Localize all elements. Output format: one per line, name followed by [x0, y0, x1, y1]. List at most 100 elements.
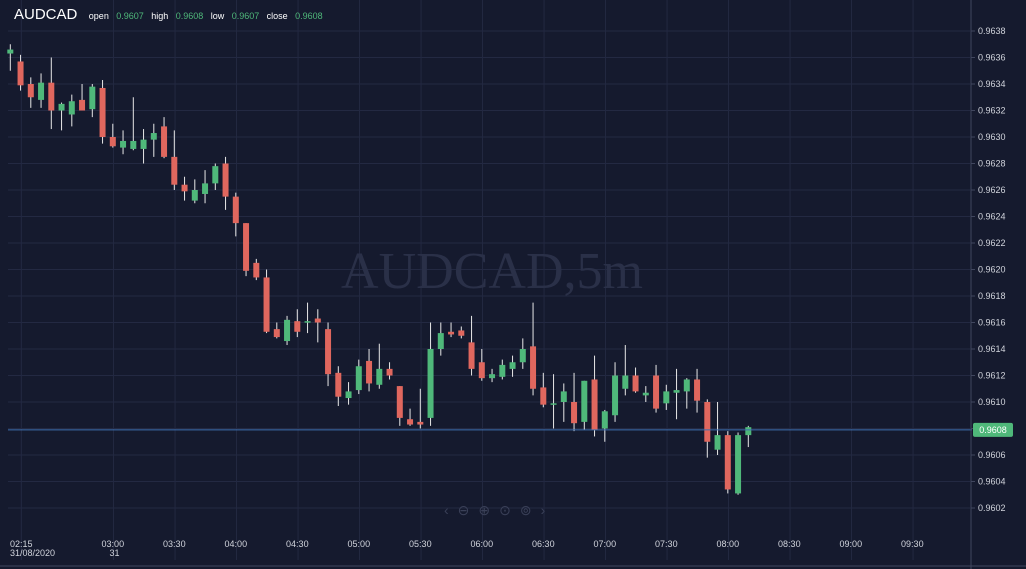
candle-body: [622, 375, 629, 389]
candle[interactable]: [622, 345, 629, 396]
y-tick-label: 0.9612: [978, 371, 1006, 381]
candle[interactable]: [530, 302, 537, 396]
candle[interactable]: [109, 123, 116, 148]
candle[interactable]: [263, 269, 270, 334]
chevron-right-icon[interactable]: ›: [540, 502, 546, 518]
candle-body: [591, 379, 598, 430]
candle[interactable]: [550, 374, 557, 429]
candle[interactable]: [386, 362, 393, 380]
candle[interactable]: [673, 368, 680, 420]
candle[interactable]: [253, 258, 260, 281]
candle[interactable]: [540, 372, 547, 408]
chart-navigation: ‹ ⊖ ⊕ ⊙ ⊚ ›: [444, 502, 545, 519]
candle[interactable]: [694, 368, 701, 413]
candle[interactable]: [345, 382, 352, 405]
candle[interactable]: [376, 343, 383, 389]
candle-body: [458, 330, 465, 336]
candle[interactable]: [140, 129, 147, 164]
candle[interactable]: [284, 315, 291, 346]
candle[interactable]: [335, 366, 342, 406]
candle[interactable]: [304, 302, 311, 334]
candle[interactable]: [366, 349, 373, 392]
candle[interactable]: [150, 123, 157, 157]
candle[interactable]: [17, 54, 24, 91]
candle-body: [509, 362, 516, 369]
candle[interactable]: [704, 399, 711, 458]
candle[interactable]: [181, 176, 188, 201]
candle[interactable]: [735, 432, 742, 495]
candle[interactable]: [489, 368, 496, 383]
candle[interactable]: [202, 170, 209, 204]
candle[interactable]: [642, 386, 649, 402]
zoom-reset-icon[interactable]: ⊙: [499, 502, 511, 518]
candle[interactable]: [417, 388, 424, 429]
zoom-fit-icon[interactable]: ⊚: [519, 502, 532, 518]
candle[interactable]: [171, 130, 178, 190]
candle[interactable]: [120, 130, 127, 155]
candle[interactable]: [79, 84, 86, 111]
x-tick-label: 05:00: [348, 539, 371, 549]
zoom-out-icon[interactable]: ⊖: [457, 502, 470, 518]
candle[interactable]: [314, 309, 321, 343]
candle[interactable]: [663, 384, 670, 410]
candle[interactable]: [232, 192, 239, 237]
candle[interactable]: [68, 94, 75, 127]
candle[interactable]: [612, 362, 619, 422]
candle-body: [304, 321, 311, 323]
candle[interactable]: [27, 77, 34, 108]
candle[interactable]: [38, 73, 45, 108]
candle[interactable]: [243, 223, 250, 277]
candle[interactable]: [99, 80, 106, 144]
candle[interactable]: [478, 349, 485, 381]
candle-body: [386, 368, 393, 376]
candle-body: [499, 364, 506, 377]
candle[interactable]: [458, 326, 465, 339]
candle-body: [99, 87, 106, 137]
candle[interactable]: [560, 383, 567, 422]
candle[interactable]: [499, 359, 506, 380]
candle[interactable]: [212, 163, 219, 191]
candle[interactable]: [519, 338, 526, 369]
candle[interactable]: [325, 322, 332, 387]
candle[interactable]: [222, 156, 229, 210]
candle[interactable]: [89, 84, 96, 118]
candle[interactable]: [396, 386, 403, 426]
candle[interactable]: [714, 402, 721, 455]
candle[interactable]: [632, 367, 639, 393]
candle[interactable]: [724, 431, 731, 494]
candle[interactable]: [355, 359, 362, 395]
candle[interactable]: [653, 364, 660, 413]
zoom-in-icon[interactable]: ⊕: [478, 502, 491, 518]
candle[interactable]: [407, 408, 414, 426]
candle[interactable]: [273, 322, 280, 339]
candle[interactable]: [581, 380, 588, 430]
candle[interactable]: [437, 322, 444, 356]
candle[interactable]: [448, 322, 455, 338]
y-tick-label: 0.9614: [978, 344, 1006, 354]
candle[interactable]: [427, 322, 434, 426]
candle[interactable]: [48, 57, 55, 130]
candle[interactable]: [509, 355, 516, 377]
candle[interactable]: [468, 315, 475, 376]
x-tick-label: 08:30: [778, 539, 801, 549]
candle[interactable]: [683, 378, 690, 409]
chevron-left-icon[interactable]: ‹: [444, 502, 449, 518]
y-tick-label: 0.9610: [978, 397, 1006, 407]
y-tick-label: 0.9616: [978, 318, 1006, 328]
candle[interactable]: [7, 44, 14, 71]
candle[interactable]: [591, 355, 598, 437]
candle-body: [366, 360, 373, 384]
candle[interactable]: [571, 372, 578, 432]
candle-body: [612, 375, 619, 416]
candle[interactable]: [161, 117, 168, 159]
candle[interactable]: [294, 309, 301, 338]
candle[interactable]: [601, 409, 608, 442]
candle[interactable]: [58, 102, 65, 131]
candle[interactable]: [745, 425, 752, 448]
candle[interactable]: [130, 97, 137, 151]
candle[interactable]: [191, 179, 198, 204]
price-axis[interactable]: 0.9638 0.9636 0.9634 0.9632 0.9630 0.9628 0.96…: [971, 26, 1006, 513]
